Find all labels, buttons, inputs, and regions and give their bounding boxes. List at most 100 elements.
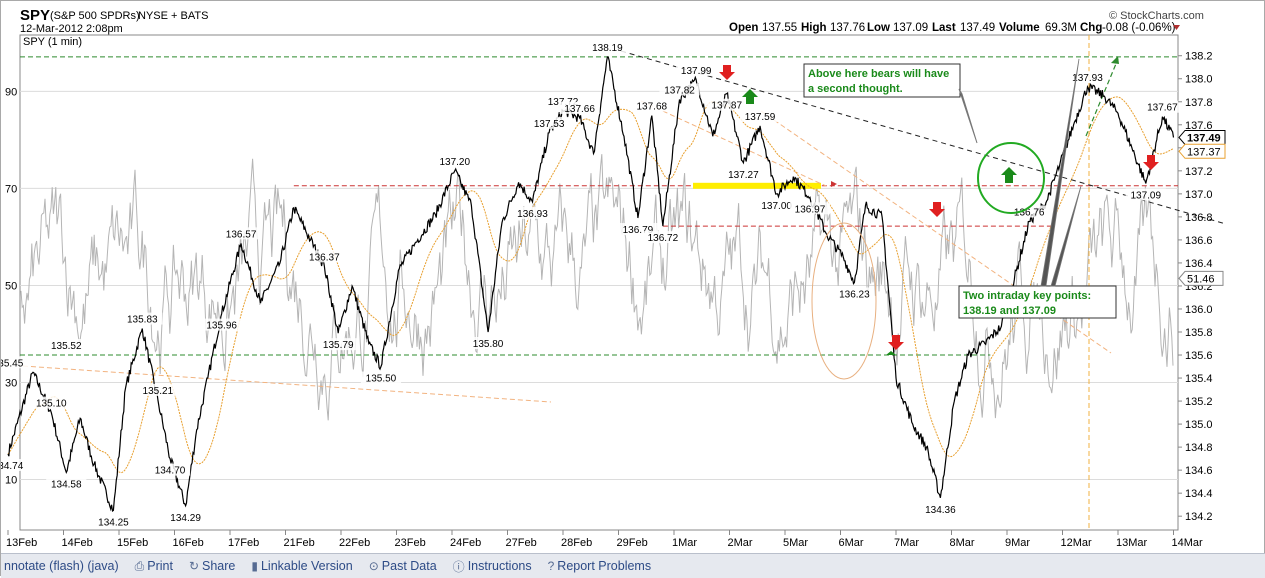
price-label-text: 134.70 <box>155 466 186 477</box>
price-label-text: 134.36 <box>925 505 956 516</box>
price-label-bg <box>529 116 570 129</box>
footer-link[interactable]: ⎙ Print <box>135 559 173 574</box>
price-label-text: 137.59 <box>745 112 776 123</box>
y-tick-label: 135.4 <box>1185 373 1213 385</box>
high-value: 137.76 <box>830 22 865 34</box>
price-label-bg <box>137 383 178 396</box>
price-label-bg <box>676 63 717 76</box>
x-tick-label: 9Mar <box>1005 537 1030 549</box>
price-label-bg <box>31 396 72 409</box>
footer-link[interactable]: nnotate (flash) (java) <box>4 559 119 573</box>
price-label-text: 136.93 <box>517 209 548 220</box>
price-label-bg <box>587 40 628 53</box>
rsi-line <box>20 154 1174 421</box>
price-label-bg <box>46 339 87 352</box>
annotation-box <box>958 285 1117 319</box>
symbol-name: (S&P 500 SPDRs) <box>50 10 140 22</box>
price-label-bg <box>642 231 683 244</box>
rsi-tick-label: 70 <box>5 183 17 195</box>
price-tag-text: 137.37 <box>1187 146 1221 158</box>
price-label: 136.72 <box>642 231 683 244</box>
price-series <box>7 56 1175 513</box>
price-label-bg <box>201 318 242 331</box>
price-label-bg <box>1125 188 1166 201</box>
price-label: 134.58 <box>46 477 87 490</box>
price-label-text: 137.20 <box>439 157 470 168</box>
annotation-line: Two intraday key points: <box>963 290 1091 302</box>
footer-link-label: Past Data <box>381 559 437 573</box>
price-label: 137.53 <box>529 116 570 130</box>
projection-line <box>1085 58 1119 137</box>
price-tag-frame <box>1178 129 1226 145</box>
price-label-bg <box>739 109 781 122</box>
price-tags: 137.49 137.37 51.46 <box>1178 129 1226 286</box>
price-label: 136.23 <box>834 287 875 301</box>
rsi-tick-label: 90 <box>5 86 17 98</box>
price-label: 135.96 <box>201 318 242 332</box>
price-label: 138.19 <box>587 40 628 54</box>
x-tick-label: 29Feb <box>617 537 648 549</box>
price-label-text: 135.80 <box>473 339 504 350</box>
up-arrow-icon <box>1001 167 1017 183</box>
rsi-tick-label: 50 <box>5 280 17 292</box>
price-label-text: 137.99 <box>681 66 712 77</box>
price-label-text: 137.67 <box>1147 103 1178 114</box>
price-label: 137.00 <box>756 198 797 212</box>
open-label: Open <box>729 22 758 34</box>
price-chart: SPY (S&P 500 SPDRs) NYSE + BATS 12-Mar-2… <box>0 7 1227 549</box>
price-label-text: 136.57 <box>226 229 257 240</box>
annotation-keypoints: Two intraday key points: 138.19 and 137.… <box>958 58 1117 319</box>
price-label-text: 137.93 <box>1072 73 1103 84</box>
x-tick-label: 23Feb <box>395 537 426 549</box>
y-tick-label: 137.0 <box>1185 189 1213 201</box>
price-label: 137.09 <box>1125 188 1166 202</box>
price-label-text: 137.87 <box>711 101 742 112</box>
price-label-text: 134.58 <box>51 479 82 490</box>
footer-link-label: Print <box>147 559 173 573</box>
x-tick-label: 5Mar <box>783 537 808 549</box>
price-label: 134.74 <box>0 459 29 472</box>
price-label-bg <box>559 101 600 114</box>
last-value: 137.49 <box>960 22 995 34</box>
price-label-bg <box>46 477 87 490</box>
down-arrow-icon <box>929 202 945 217</box>
circle-highlight <box>977 142 1045 214</box>
x-tick-label: 12Mar <box>1061 537 1093 549</box>
price-label-text: 137.00 <box>761 201 792 212</box>
x-tick-label: 27Feb <box>506 537 537 549</box>
up-arrow-icon <box>742 89 758 104</box>
footer-link[interactable]: ⓘ Instructions <box>453 558 532 575</box>
price-label-text: 135.21 <box>143 386 174 397</box>
price-label-text: 135.83 <box>127 315 158 326</box>
support-trend-line <box>22 365 552 403</box>
volume-value: 69.3M <box>1045 22 1077 34</box>
footer-link[interactable]: ⊙ Past Data <box>369 559 437 573</box>
timestamp: 12-Mar-2012 2:08pm <box>20 23 123 35</box>
price-label-bg <box>834 287 875 300</box>
price-label-text: 137.27 <box>728 170 759 181</box>
footer-link-label: Linkable Version <box>260 559 353 573</box>
down-arrow-icon <box>1143 155 1159 170</box>
footer-link[interactable]: ▮ Linkable Version <box>251 559 352 573</box>
price-label-text: 136.72 <box>648 233 679 244</box>
footer-link[interactable]: ? Report Problems <box>548 559 651 573</box>
x-tick-label: 17Feb <box>228 537 259 549</box>
price-label-text: 135.52 <box>51 341 82 352</box>
price-label-bg <box>434 154 475 167</box>
price-label: 134.25 <box>93 515 134 528</box>
toolbar-footer: nnotate (flash) (java) ⎙ Print ↻ Share ▮ Linka… <box>1 553 1265 578</box>
brand-logo: © StockCharts.com <box>1109 10 1204 22</box>
x-tick-label: 7Mar <box>894 537 919 549</box>
price-label: 134.70 <box>149 463 191 477</box>
chg-down-icon <box>1173 25 1180 30</box>
price-label: 137.66 <box>559 101 600 115</box>
price-label-text: 136.37 <box>309 252 340 263</box>
annotation-line: a second thought. <box>808 83 903 95</box>
rsi-tick-label: 30 <box>5 377 17 389</box>
price-label: 135.80 <box>467 337 509 350</box>
price-label: 135.45 <box>0 356 29 369</box>
y-tick-label: 136.6 <box>1185 235 1213 247</box>
footer-link[interactable]: ↻ Share <box>189 559 235 573</box>
panel-label: SPY (1 min) <box>23 36 82 48</box>
price-label-bg <box>512 206 553 219</box>
